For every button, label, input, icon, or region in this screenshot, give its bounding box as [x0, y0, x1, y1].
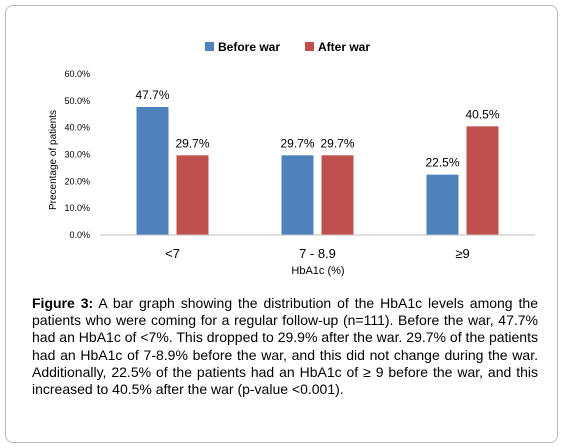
- bar-after-0: [176, 155, 209, 235]
- data-label: 47.7%: [135, 88, 169, 102]
- y-tick-label: 10.0%: [64, 203, 90, 213]
- y-axis-label: Precentage of patients: [48, 110, 59, 210]
- bar-chart: Before war After war 0.0% 10.0% 20.0% 30.0% 4…: [48, 40, 535, 277]
- legend-label: Before war: [218, 40, 280, 54]
- figure-caption: Figure 3: A bar graph showing the distri…: [32, 295, 538, 398]
- data-label: 29.7%: [280, 136, 314, 150]
- data-label: 22.5%: [425, 156, 459, 170]
- x-tick-label: ≥9: [455, 246, 469, 261]
- bar-before-0: [136, 107, 169, 235]
- data-label: 29.7%: [320, 136, 354, 150]
- bar-after-2: [466, 126, 499, 235]
- legend: Before war After war: [205, 40, 370, 54]
- legend-swatch: [305, 42, 314, 51]
- data-label: 29.7%: [175, 136, 209, 150]
- y-tick-label: 50.0%: [64, 96, 90, 106]
- y-tick-label: 40.0%: [64, 123, 90, 133]
- bar-after-1: [321, 155, 354, 235]
- caption-text: A bar graph showing the distribution of …: [32, 295, 538, 398]
- y-axis: 0.0% 10.0% 20.0% 30.0% 40.0% 50.0% 60.0%: [64, 69, 90, 240]
- bar-before-2: [426, 174, 459, 235]
- y-tick-label: 0.0%: [69, 230, 90, 240]
- y-tick-label: 60.0%: [64, 69, 90, 79]
- data-label: 40.5%: [465, 107, 499, 121]
- bar-before-1: [281, 155, 314, 235]
- x-tick-label: <7: [165, 246, 180, 261]
- x-axis-label: HbA1c (%): [291, 265, 344, 277]
- legend-label: After war: [318, 40, 370, 54]
- x-axis: <7 7 - 8.9 ≥9: [100, 234, 535, 261]
- y-tick-label: 20.0%: [64, 176, 90, 186]
- y-tick-label: 30.0%: [64, 150, 90, 160]
- legend-swatch: [205, 42, 214, 51]
- x-tick-label: 7 - 8.9: [299, 246, 336, 261]
- bars: 47.7% 29.7% 29.7% 29.7% 22.5% 40.5%: [135, 88, 500, 235]
- caption-label: Figure 3:: [32, 295, 94, 311]
